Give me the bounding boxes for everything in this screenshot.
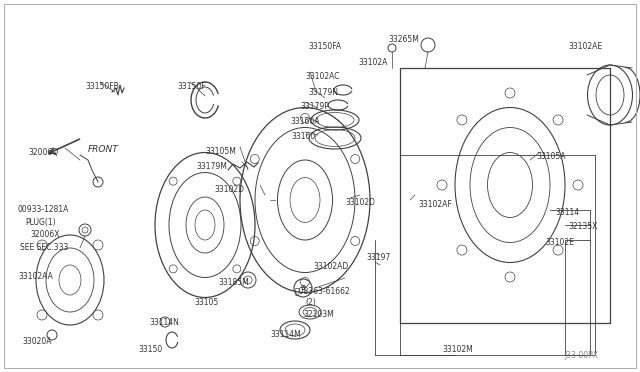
Text: 33197: 33197	[366, 253, 390, 262]
Text: 33160: 33160	[291, 132, 316, 141]
Text: (2): (2)	[305, 298, 316, 307]
Text: 33102AD: 33102AD	[313, 262, 348, 271]
Text: 33150F: 33150F	[177, 82, 205, 91]
Text: Ⓢ08363-61662: Ⓢ08363-61662	[295, 286, 351, 295]
Text: 33102AA: 33102AA	[18, 272, 53, 281]
Text: S: S	[301, 285, 305, 291]
Text: 33179P: 33179P	[300, 102, 329, 111]
Text: 33265M: 33265M	[388, 35, 419, 44]
Text: 33105: 33105	[194, 298, 218, 307]
Text: 33102AE: 33102AE	[568, 42, 602, 51]
Text: 00933-1281A: 00933-1281A	[18, 205, 69, 214]
Text: PLUG(1): PLUG(1)	[25, 218, 56, 227]
Text: 33160A: 33160A	[290, 117, 319, 126]
Text: 33102E: 33102E	[545, 238, 574, 247]
Text: 33102A: 33102A	[358, 58, 387, 67]
Text: 32135X: 32135X	[568, 222, 597, 231]
Text: 33102AF: 33102AF	[418, 200, 452, 209]
Text: 33179M: 33179M	[196, 162, 227, 171]
Text: 32103M: 32103M	[303, 310, 333, 319]
Text: 33150FB: 33150FB	[85, 82, 119, 91]
Text: 33105M: 33105M	[205, 147, 236, 156]
Text: 33150FA: 33150FA	[308, 42, 341, 51]
Text: 33114N: 33114N	[149, 318, 179, 327]
Text: 32006Q: 32006Q	[28, 148, 58, 157]
Text: 33114M: 33114M	[270, 330, 301, 339]
Text: FRONT: FRONT	[88, 145, 119, 154]
Text: 33114: 33114	[555, 208, 579, 217]
Text: 33102AC: 33102AC	[305, 72, 339, 81]
Text: 33179N: 33179N	[308, 88, 338, 97]
Text: J33 00PX: J33 00PX	[564, 351, 598, 360]
Text: 33020A: 33020A	[22, 337, 51, 346]
Text: 32006X: 32006X	[30, 230, 60, 239]
Text: 33185M: 33185M	[218, 278, 249, 287]
Text: 33102D: 33102D	[214, 185, 244, 194]
Text: 33102M: 33102M	[442, 345, 473, 354]
Text: 33105A: 33105A	[536, 152, 566, 161]
Text: SEE SEC.333: SEE SEC.333	[20, 243, 68, 252]
Text: 33150: 33150	[138, 345, 163, 354]
Text: 33102D: 33102D	[345, 198, 375, 207]
